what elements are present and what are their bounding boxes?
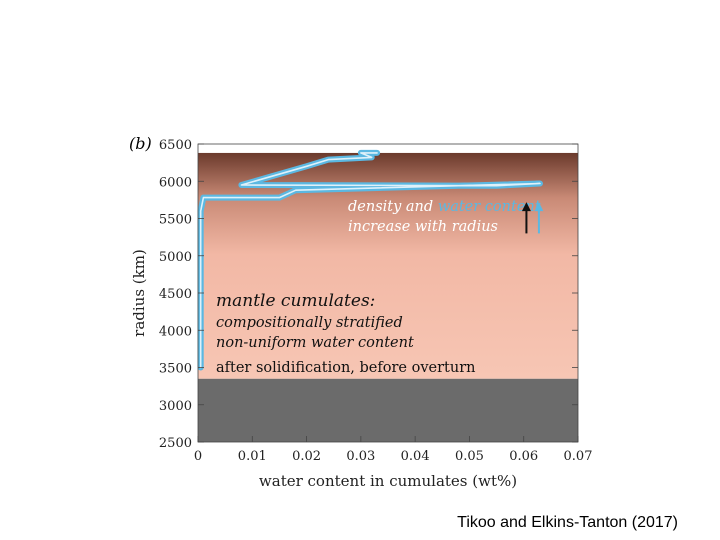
arrow-head-0 [521,202,531,212]
mantle-cumulates-heading: mantle cumulates: [216,291,375,311]
y-axis-label: radius (km) [130,249,148,337]
axes [197,143,579,443]
y-tick-label: 5000 [159,250,192,265]
water-content-highlight: water content [438,199,541,215]
density-annotation-prefix: density and [348,199,438,215]
y-tick-label: 4000 [159,324,192,339]
after-solidification-annotation: after solidification, before overturn [216,360,475,376]
y-tick-label: 3000 [159,399,192,414]
water-profile-line-core-0 [199,152,541,369]
y-tick-label: 2500 [159,436,192,451]
x-tick-label: 0.06 [509,449,538,464]
core-region [198,378,578,442]
arrows [521,202,544,234]
x-tick-label: 0.04 [401,449,430,464]
water-content-profile [197,149,543,371]
x-tick-labels: 0 0.01 0.02 0.03 0.04 0.05 0.06 0.07 [194,449,593,464]
stratified-annotation: compositionally stratified [216,315,403,331]
y-tick-label: 3500 [159,362,192,377]
increase-annotation: increase with radius [348,219,498,235]
density-annotation: density and water content [348,199,541,215]
y-tick-label: 5500 [159,213,192,228]
y-tick-label: 4500 [159,287,192,302]
nonuniform-annotation: non-uniform water content [216,335,414,351]
panel-label: (b) [129,134,152,153]
x-tick-label: 0.07 [564,449,593,464]
y-tick-labels: 2500 3000 3500 4000 4500 5000 5500 6000 6500 [159,138,192,451]
x-tick-label: 0.05 [455,449,484,464]
x-tick-label: 0.02 [292,449,321,464]
x-tick-label: 0.01 [238,449,267,464]
x-tick-label: 0.03 [346,449,375,464]
x-axis-label: water content in cumulates (wt%) [259,472,517,490]
x-tick-label: 0 [194,449,202,464]
arrow-head-1 [534,202,544,212]
y-tick-label: 6000 [159,175,192,190]
source-caption: Tikoo and Elkins-Tanton (2017) [457,514,678,531]
y-tick-label: 6500 [159,138,192,153]
